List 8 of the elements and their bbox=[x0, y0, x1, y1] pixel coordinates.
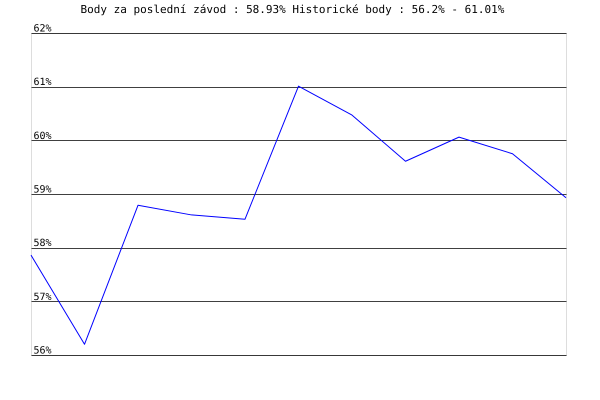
y-tick-label: 60% bbox=[34, 130, 52, 142]
y-tick-label: 56% bbox=[34, 346, 52, 356]
y-tick-label: 59% bbox=[34, 184, 52, 196]
y-tick-label: 57% bbox=[34, 292, 52, 303]
chart-title: Body za poslední závod : 58.93% Historické body : 56.2% - 61.01% bbox=[80, 3, 505, 16]
y-tick-label: 61% bbox=[34, 77, 52, 88]
y-tick-label: 58% bbox=[34, 238, 52, 250]
y-tick-label: 62% bbox=[34, 24, 52, 34]
